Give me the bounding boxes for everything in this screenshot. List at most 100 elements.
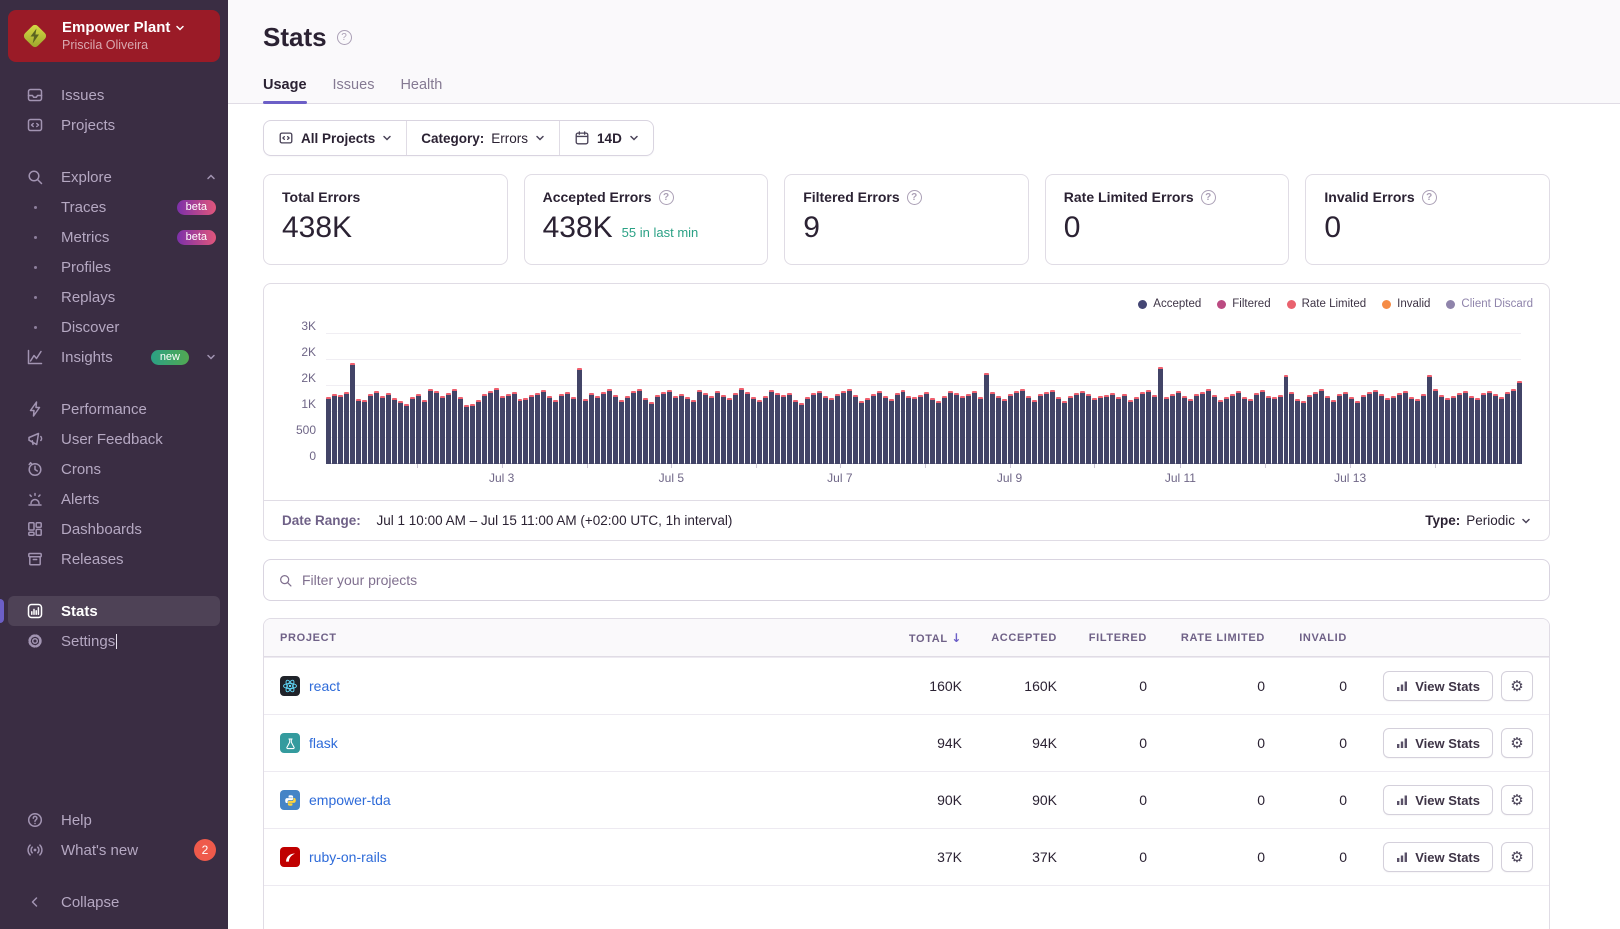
project-link[interactable]: empower-tda xyxy=(309,792,391,808)
sidebar-item-dashboards[interactable]: Dashboards xyxy=(0,514,228,544)
sidebar-item-stats[interactable]: Stats xyxy=(8,596,220,626)
accepted-errors-value: 438K xyxy=(542,211,613,244)
legend-filtered[interactable]: Filtered xyxy=(1217,298,1271,310)
sidebar-item-alerts[interactable]: Alerts xyxy=(0,484,228,514)
x-axis-label: Jul 5 xyxy=(658,471,685,485)
sidebar-item-replays[interactable]: Replays xyxy=(0,282,228,312)
mini-chart-icon xyxy=(1397,852,1408,862)
card-accepted-errors: Accepted Errors? 438K 55 in last min xyxy=(523,174,769,265)
bullet-icon xyxy=(26,205,44,209)
text-caret xyxy=(116,634,118,650)
table-row: react 160K 160K 0 0 0 View Stats ⚙ xyxy=(264,657,1549,714)
mini-chart-icon xyxy=(1397,738,1408,748)
gear-icon xyxy=(26,632,44,650)
sidebar-item-releases[interactable]: Releases xyxy=(0,544,228,574)
sidebar-item-insights[interactable]: Insights new xyxy=(0,342,228,372)
sidebar-item-whats-new[interactable]: What's new 2 xyxy=(0,835,228,865)
tab-issues[interactable]: Issues xyxy=(332,77,375,93)
bullet-icon xyxy=(26,235,44,239)
sidebar-item-crons[interactable]: Crons xyxy=(0,454,228,484)
sidebar-footer: Help What's new 2 Collapse xyxy=(0,805,228,929)
card-rate-limited-errors: Rate Limited Errors? 0 xyxy=(1044,174,1290,265)
tab-health[interactable]: Health xyxy=(400,77,443,93)
archive-icon xyxy=(26,550,44,568)
help-icon[interactable]: ? xyxy=(658,189,674,205)
insights-icon xyxy=(26,348,44,366)
chevron-down-icon xyxy=(630,135,638,141)
legend-accepted[interactable]: Accepted xyxy=(1138,298,1201,310)
x-axis-label: Jul 13 xyxy=(1334,471,1367,485)
help-icon[interactable]: ? xyxy=(906,189,922,205)
sidebar-item-metrics[interactable]: Metrics beta xyxy=(0,222,228,252)
project-link[interactable]: ruby-on-rails xyxy=(309,849,387,865)
project-settings-button[interactable]: ⚙ xyxy=(1501,842,1533,872)
sidebar-item-help[interactable]: Help xyxy=(0,805,228,835)
legend-dot xyxy=(1286,299,1296,309)
gear-icon: ⚙ xyxy=(1510,791,1524,809)
accepted-rate-text: 55 in last min xyxy=(621,225,699,240)
view-stats-button[interactable]: View Stats xyxy=(1383,785,1493,815)
calendar-icon xyxy=(575,131,589,145)
sidebar-collapse-button[interactable]: Collapse xyxy=(0,887,228,917)
chevron-up-icon xyxy=(207,174,215,180)
project-settings-button[interactable]: ⚙ xyxy=(1501,671,1533,701)
x-axis-label: Jul 3 xyxy=(488,471,515,485)
legend-client-discard[interactable]: Client Discard xyxy=(1446,298,1533,310)
table-row-partial xyxy=(264,885,1549,929)
stats-icon xyxy=(26,602,44,620)
content: All Projects Category: Errors 14D xyxy=(228,104,1620,929)
react-platform-icon xyxy=(280,676,300,696)
total-errors-value: 438K xyxy=(282,211,353,244)
table-row: empower-tda 90K 90K 0 0 0 View Stats ⚙ xyxy=(264,771,1549,828)
date-range-dropdown[interactable]: 14D xyxy=(560,121,653,155)
view-stats-button[interactable]: View Stats xyxy=(1383,842,1493,872)
flask-platform-icon xyxy=(280,733,300,753)
search-input[interactable] xyxy=(302,572,1535,588)
beta-badge: beta xyxy=(176,199,216,215)
rate-limited-errors-value: 0 xyxy=(1063,211,1081,244)
sidebar-item-performance[interactable]: Performance xyxy=(0,394,228,424)
legend-invalid[interactable]: Invalid xyxy=(1382,298,1430,310)
project-link[interactable]: react xyxy=(309,678,341,694)
column-total-sort[interactable]: TOTAL ↓ xyxy=(908,630,962,645)
tab-usage[interactable]: Usage xyxy=(263,77,307,104)
project-filter-dropdown[interactable]: All Projects xyxy=(264,121,406,155)
view-stats-button[interactable]: View Stats xyxy=(1383,728,1493,758)
project-settings-button[interactable]: ⚙ xyxy=(1501,728,1533,758)
sidebar: Empower Plant Priscila Oliveira Issues P… xyxy=(0,0,228,929)
card-invalid-errors: Invalid Errors? 0 xyxy=(1305,174,1550,265)
sidebar-item-discover[interactable]: Discover xyxy=(0,312,228,342)
chart-footer: Date Range: Jul 1 10:00 AM – Jul 15 11:0… xyxy=(264,500,1549,540)
sidebar-nav: Issues Projects Explore Traces beta Metr… xyxy=(0,80,228,656)
active-item-accent xyxy=(0,599,4,623)
project-settings-button[interactable]: ⚙ xyxy=(1501,785,1533,815)
sidebar-item-profiles[interactable]: Profiles xyxy=(0,252,228,282)
project-link[interactable]: flask xyxy=(309,735,338,751)
view-stats-button[interactable]: View Stats xyxy=(1383,671,1493,701)
sidebar-item-settings[interactable]: Settings xyxy=(0,626,228,656)
legend-dot xyxy=(1217,299,1227,309)
mini-chart-icon xyxy=(1397,681,1408,691)
date-range-value: Jul 1 10:00 AM – Jul 15 11:00 AM (+02:00… xyxy=(376,513,733,528)
sidebar-item-explore[interactable]: Explore xyxy=(0,162,228,192)
sidebar-item-projects[interactable]: Projects xyxy=(0,110,228,140)
help-icon[interactable]: ? xyxy=(1421,189,1437,205)
x-axis-label: Jul 7 xyxy=(827,471,853,485)
new-badge: new xyxy=(150,349,189,365)
gear-icon: ⚙ xyxy=(1510,677,1524,695)
sidebar-item-traces[interactable]: Traces beta xyxy=(0,192,228,222)
siren-icon xyxy=(26,490,44,508)
sidebar-item-issues[interactable]: Issues xyxy=(0,80,228,110)
org-switcher[interactable]: Empower Plant Priscila Oliveira xyxy=(8,10,220,62)
help-icon[interactable]: ? xyxy=(336,30,352,45)
help-icon[interactable]: ? xyxy=(1200,189,1216,205)
category-filter-dropdown[interactable]: Category: Errors xyxy=(407,121,559,155)
x-axis-label: Jul 11 xyxy=(1164,471,1196,485)
issues-icon xyxy=(26,86,44,104)
legend-rate-limited[interactable]: Rate Limited xyxy=(1286,298,1366,310)
chart-type-dropdown[interactable]: Type: Periodic xyxy=(1425,513,1531,528)
chevron-down-icon xyxy=(1522,518,1530,524)
sidebar-item-user-feedback[interactable]: User Feedback xyxy=(0,424,228,454)
python-platform-icon xyxy=(280,790,300,810)
search-icon xyxy=(280,574,292,587)
